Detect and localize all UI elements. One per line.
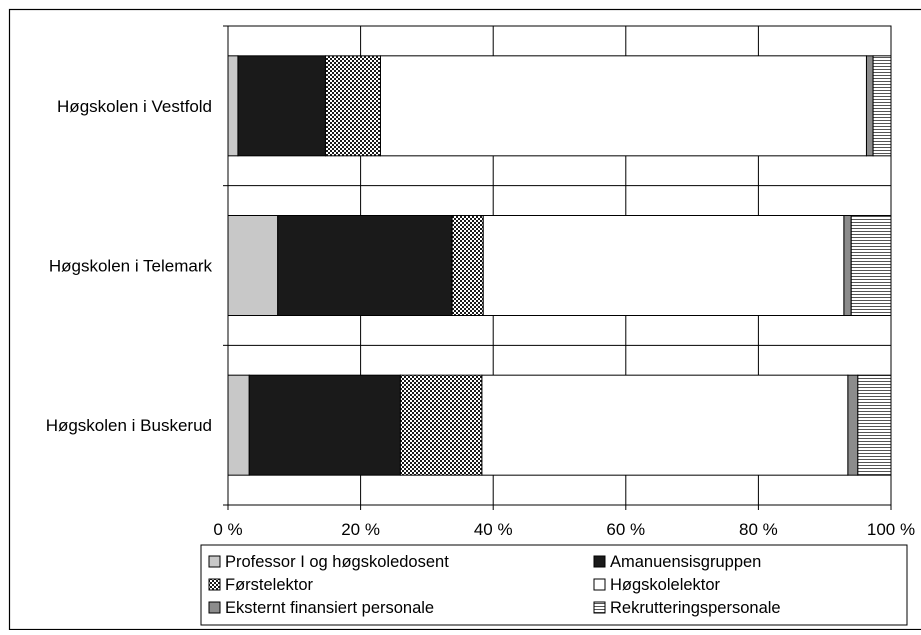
legend-swatch xyxy=(209,556,220,567)
legend: Professor I og høgskoledosent Amanuensisg… xyxy=(201,545,907,625)
bar-segment xyxy=(249,375,400,475)
bar-segment xyxy=(844,216,851,316)
bar-segment xyxy=(228,216,278,316)
legend-label: Høgskolelektor xyxy=(610,576,721,594)
bar-segment xyxy=(866,56,873,156)
legend-label: Professor I og høgskoledosent xyxy=(225,553,449,571)
bar-segment xyxy=(452,216,483,316)
legend-label: Eksternt finansiert personale xyxy=(225,599,434,617)
bar-segment xyxy=(380,56,866,156)
x-tick-label: 20 % xyxy=(341,520,380,539)
bar-segment xyxy=(848,375,858,475)
x-tick-label: 0 % xyxy=(213,520,242,539)
legend-swatch xyxy=(209,602,220,613)
bar-segment xyxy=(400,375,482,475)
bar-segment xyxy=(238,56,326,156)
legend-label: Førstelektor xyxy=(225,576,314,594)
bar-segment xyxy=(325,56,380,156)
bar-segment xyxy=(482,375,848,475)
bar-segment xyxy=(228,56,238,156)
category-label: Høgskolen i Buskerud xyxy=(46,416,212,435)
bar-segment xyxy=(278,216,452,316)
bar-segment xyxy=(851,216,891,316)
legend-swatch xyxy=(594,579,605,590)
category-label: Høgskolen i Telemark xyxy=(49,257,213,276)
x-tick-label: 80 % xyxy=(739,520,778,539)
bar-segment xyxy=(228,375,249,475)
category-label: Høgskolen i Vestfold xyxy=(57,97,212,116)
x-tick-label: 100 % xyxy=(867,520,915,539)
bar-segment xyxy=(873,56,891,156)
legend-label: Rekrutteringspersonale xyxy=(610,599,781,617)
x-tick-label: 40 % xyxy=(474,520,513,539)
legend-swatch xyxy=(209,579,220,590)
plot-area: 0 % 20 % 40 % 60 % 80 % 100 % Høgskolen i Vest… xyxy=(46,26,915,539)
legend-swatch xyxy=(594,556,605,567)
legend-swatch xyxy=(594,602,605,613)
bar-segment xyxy=(483,216,844,316)
bar-segment xyxy=(858,375,891,475)
x-tick-label: 60 % xyxy=(606,520,645,539)
legend-label: Amanuensisgruppen xyxy=(610,553,761,571)
